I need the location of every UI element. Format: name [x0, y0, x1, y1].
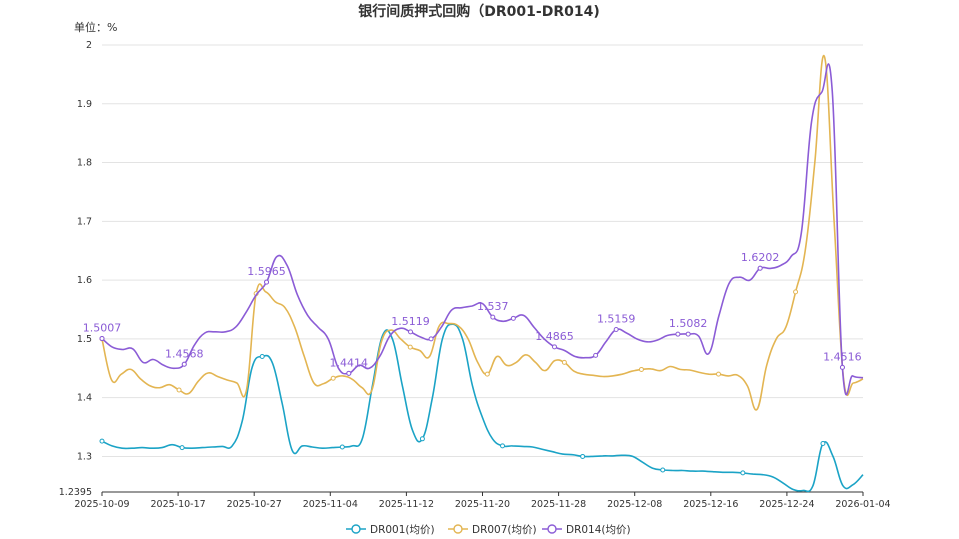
data-point	[179, 445, 185, 451]
data-point	[551, 344, 557, 350]
legend-label: DR007(均价)	[472, 524, 537, 536]
data-point	[490, 314, 496, 320]
data-point	[613, 327, 619, 333]
data-point	[407, 344, 413, 350]
y-tick-label: 1.6	[77, 275, 92, 286]
unit-label: 单位：%	[74, 20, 117, 34]
data-point	[660, 467, 666, 473]
data-point	[330, 375, 336, 381]
data-point	[181, 361, 187, 367]
data-point	[339, 444, 345, 450]
series-lines	[99, 54, 864, 493]
legend-marker	[453, 524, 463, 534]
data-label: 1.5159	[597, 313, 636, 326]
data-point	[740, 470, 746, 476]
x-tick-label: 2025-11-28	[531, 499, 586, 510]
legend-item-2[interactable]: DR014(均价)	[542, 524, 631, 536]
data-point	[675, 331, 681, 337]
legend[interactable]: DR001(均价) DR007(均价) DR014(均价)	[346, 524, 631, 536]
data-point	[264, 279, 270, 285]
data-point	[839, 364, 845, 370]
data-label: 1.5965	[247, 265, 286, 278]
y-tick-label: 1.2395	[59, 487, 92, 498]
data-point	[176, 387, 182, 393]
data-point	[716, 371, 722, 377]
y-tick-label: 1.4	[77, 393, 92, 404]
data-point	[510, 315, 516, 321]
y-tick-label: 2	[86, 40, 92, 51]
data-point	[419, 436, 425, 442]
data-point	[820, 441, 826, 447]
data-point	[346, 370, 352, 376]
legend-label: DR014(均价)	[566, 524, 631, 536]
data-label: 1.537	[477, 300, 509, 313]
y-tick-label: 1.5	[77, 334, 92, 345]
x-tick-label: 2025-11-20	[455, 499, 510, 510]
series-line-1	[101, 54, 864, 411]
x-tick-label: 2026-01-04	[835, 499, 890, 510]
x-tick-label: 2025-11-04	[303, 499, 358, 510]
x-tick-label: 2025-10-27	[227, 499, 282, 510]
series-line-0	[101, 323, 864, 493]
data-point	[793, 289, 799, 295]
data-point	[757, 265, 763, 271]
y-tick-label: 1.3	[77, 451, 92, 462]
chart-title: 银行间质押式回购（DR001-DR014)	[358, 3, 599, 20]
data-label: 1.5119	[391, 315, 430, 328]
legend-label: DR001(均价)	[370, 524, 435, 536]
x-tick-label: 2025-12-16	[683, 499, 738, 510]
data-label: 1.4568	[165, 347, 204, 360]
series-line-2	[101, 63, 864, 396]
data-point	[580, 453, 586, 459]
data-point	[408, 329, 414, 335]
data-label: 1.5082	[669, 317, 708, 330]
data-point	[638, 366, 644, 372]
data-label: 1.4865	[535, 330, 574, 343]
x-tick-label: 2025-10-09	[74, 499, 129, 510]
y-tick-label: 1.7	[77, 216, 92, 227]
data-label: 1.5007	[83, 321, 122, 334]
data-labels: 1.5007 1.4568 1.5965 1.4414 1.5119 1.537 1.486…	[83, 251, 862, 369]
data-point	[685, 331, 691, 337]
data-point	[99, 438, 105, 444]
data-point	[99, 335, 105, 341]
grid	[102, 44, 863, 493]
data-point	[500, 443, 506, 449]
data-point	[561, 359, 567, 365]
x-tick-label: 2025-10-17	[150, 499, 205, 510]
legend-item-1[interactable]: DR007(均价)	[448, 524, 537, 536]
legend-marker	[547, 524, 557, 534]
data-point	[259, 354, 265, 360]
data-label: 1.4516	[823, 350, 862, 363]
x-tick-label: 2025-11-12	[379, 499, 434, 510]
legend-marker	[351, 524, 361, 534]
legend-item-0[interactable]: DR001(均价)	[346, 524, 435, 536]
data-label: 1.6202	[741, 251, 780, 264]
y-tick-label: 1.8	[77, 158, 92, 169]
x-tick-label: 2025-12-24	[759, 499, 814, 510]
data-point	[428, 336, 434, 342]
data-point	[593, 352, 599, 358]
x-tick-label: 2025-12-08	[607, 499, 662, 510]
data-point	[484, 371, 490, 377]
y-tick-label: 1.9	[77, 99, 92, 110]
data-label: 1.4414	[330, 356, 369, 369]
